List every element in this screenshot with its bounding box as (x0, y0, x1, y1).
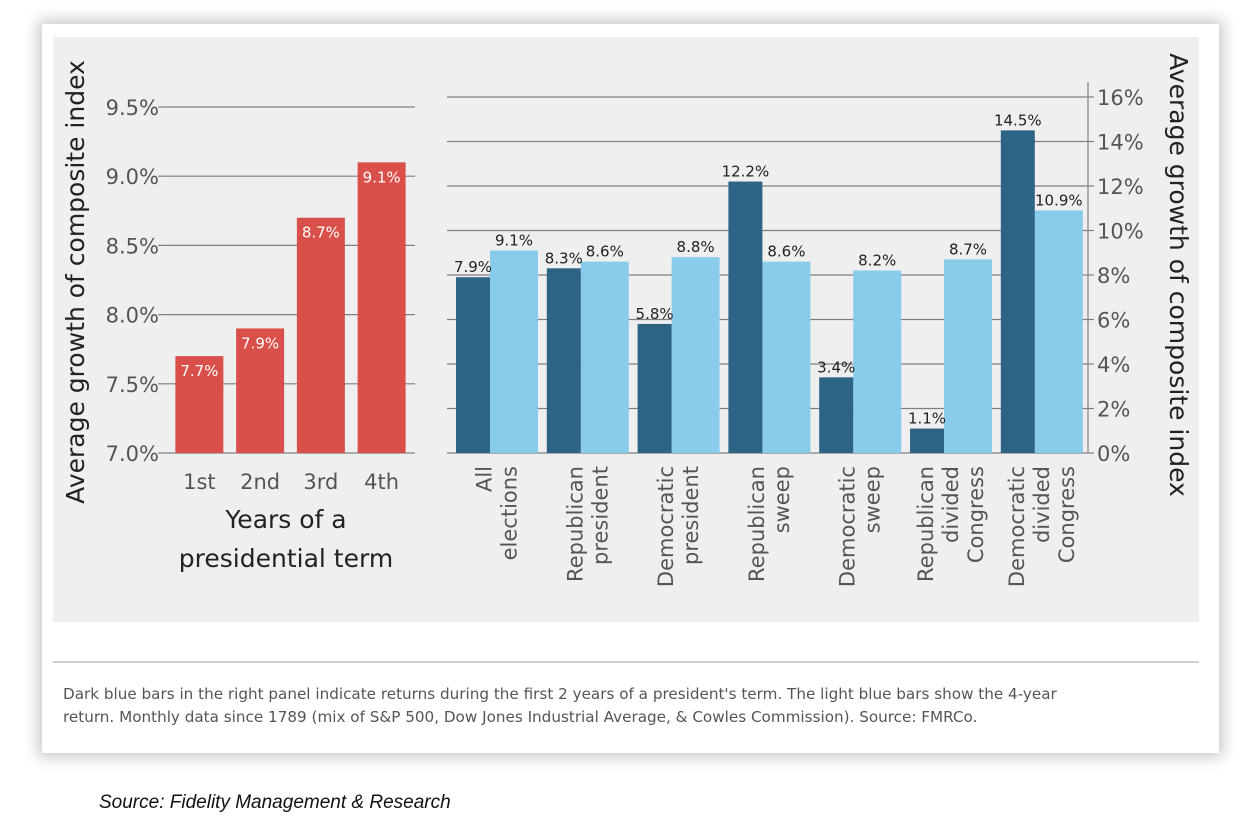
right-data-label-light: 9.1% (495, 232, 533, 250)
right-data-label-light: 10.9% (1035, 191, 1083, 209)
left-data-label: 8.7% (302, 224, 340, 242)
right-category-label: divided (939, 466, 963, 543)
right-ytick-label: 4% (1097, 353, 1130, 377)
right-ytick-label: 0% (1097, 442, 1130, 466)
right-bar-dark (456, 277, 490, 453)
right-category-label: Democratic (1005, 466, 1029, 587)
right-data-label-dark: 12.2% (722, 163, 770, 181)
left-xaxis-title-line2: presidential term (179, 544, 393, 573)
left-xaxis-title-line1: Years of a (224, 505, 346, 534)
left-bar (236, 328, 285, 453)
right-bar-light (490, 250, 538, 453)
left-ytick-label: 9.0% (106, 165, 159, 189)
right-category-label: Congress (964, 466, 988, 563)
divider (53, 661, 1199, 663)
right-data-label-light: 8.7% (949, 240, 987, 258)
left-bar (296, 217, 345, 453)
right-data-label-dark: 1.1% (908, 410, 946, 428)
left-xtick-label: 4th (364, 470, 399, 494)
source-note: Source: Fidelity Management & Research (99, 792, 451, 813)
right-data-label-dark: 5.8% (636, 305, 674, 323)
left-xtick-label: 2nd (240, 470, 280, 494)
left-data-label: 7.9% (241, 334, 279, 352)
right-bar-light (671, 257, 720, 453)
left-ytick-label: 8.0% (106, 304, 159, 328)
right-bar-light (944, 259, 992, 453)
left-yaxis-title: Average growth of composite index (61, 60, 90, 504)
left-ytick-label: 8.5% (106, 234, 159, 258)
right-category-label: president (679, 466, 703, 565)
right-category-label: Democratic (654, 466, 678, 587)
right-bar-dark (819, 377, 854, 453)
right-ytick-label: 10% (1097, 220, 1144, 244)
right-bar-light (1034, 210, 1083, 453)
right-ytick-label: 2% (1097, 398, 1130, 422)
right-bar-dark (728, 181, 763, 454)
right-data-label-dark: 7.9% (454, 258, 492, 276)
left-data-label: 7.7% (180, 362, 218, 380)
left-bar (175, 356, 224, 453)
right-category-label: Republican (563, 466, 587, 582)
left-bar (357, 162, 406, 454)
right-ytick-label: 16% (1097, 86, 1144, 110)
right-data-label-light: 8.2% (858, 252, 896, 270)
left-xtick-label: 1st (183, 470, 216, 494)
right-bar-dark (1000, 130, 1035, 453)
left-data-label: 9.1% (363, 168, 401, 186)
right-category-label: sweep (861, 466, 885, 533)
right-category-label: Democratic (836, 466, 860, 587)
right-category-label: divided (1030, 466, 1054, 543)
caption-line-2: return. Monthly data since 1789 (mix of … (63, 708, 978, 726)
right-category-label: sweep (770, 466, 794, 533)
right-data-label-dark: 14.5% (994, 111, 1042, 129)
right-ytick-label: 8% (1097, 264, 1130, 288)
right-category-label: elections (498, 466, 522, 560)
right-bar-dark (546, 268, 581, 453)
right-bar-dark (637, 323, 672, 453)
right-bar-light (853, 270, 902, 453)
right-bar-dark (910, 428, 944, 453)
right-category-label: Republican (745, 466, 769, 582)
right-ytick-label: 14% (1097, 131, 1144, 155)
right-category-label: Congress (1055, 466, 1079, 563)
caption-line-1: Dark blue bars in the right panel indica… (63, 685, 1057, 703)
right-category-label: president (588, 466, 612, 565)
right-data-label-light: 8.6% (767, 243, 805, 261)
right-data-label-dark: 8.3% (545, 249, 583, 267)
left-ytick-label: 9.5% (106, 96, 159, 120)
left-xtick-label: 3rd (303, 470, 338, 494)
right-data-label-light: 8.6% (586, 243, 624, 261)
right-bar-light (580, 261, 629, 453)
right-data-label-light: 8.8% (677, 238, 715, 256)
right-bar-light (762, 261, 811, 453)
left-ytick-label: 7.5% (106, 373, 159, 397)
right-yaxis-title: Average growth of composite index (1164, 53, 1193, 497)
right-category-label: Republican (914, 466, 938, 582)
caption: Dark blue bars in the right panel indica… (63, 683, 1183, 729)
right-ytick-label: 12% (1097, 175, 1144, 199)
right-data-label-dark: 3.4% (817, 358, 855, 376)
right-category-label: All (473, 466, 497, 492)
left-ytick-label: 7.0% (106, 442, 159, 466)
right-ytick-label: 6% (1097, 309, 1130, 333)
